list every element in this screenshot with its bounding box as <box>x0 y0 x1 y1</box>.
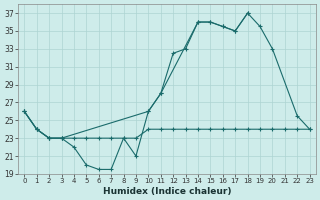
X-axis label: Humidex (Indice chaleur): Humidex (Indice chaleur) <box>103 187 231 196</box>
